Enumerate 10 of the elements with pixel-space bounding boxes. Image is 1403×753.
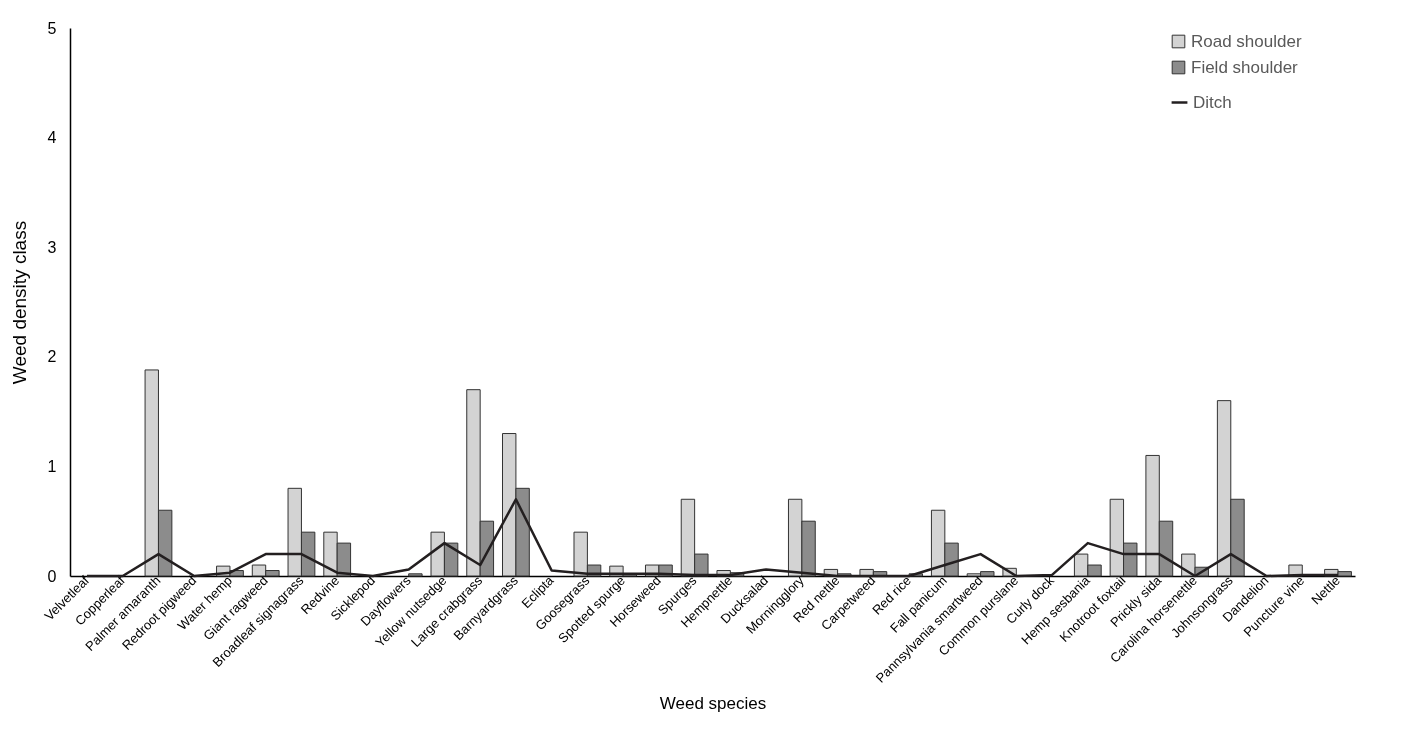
- y-tick-label: 1: [47, 457, 57, 475]
- y-axis-title: Weed density class: [8, 220, 30, 385]
- legend-label: Field shoulder: [1191, 57, 1299, 77]
- legend-label: Road shoulder: [1191, 31, 1302, 51]
- y-tick-label: 4: [47, 129, 57, 147]
- x-axis-title: Weed species: [659, 693, 767, 713]
- legend-label: Ditch: [1193, 92, 1232, 112]
- y-tick-label: 3: [47, 238, 57, 256]
- y-tick-label: 5: [47, 19, 57, 37]
- y-tick-label: 2: [47, 348, 57, 366]
